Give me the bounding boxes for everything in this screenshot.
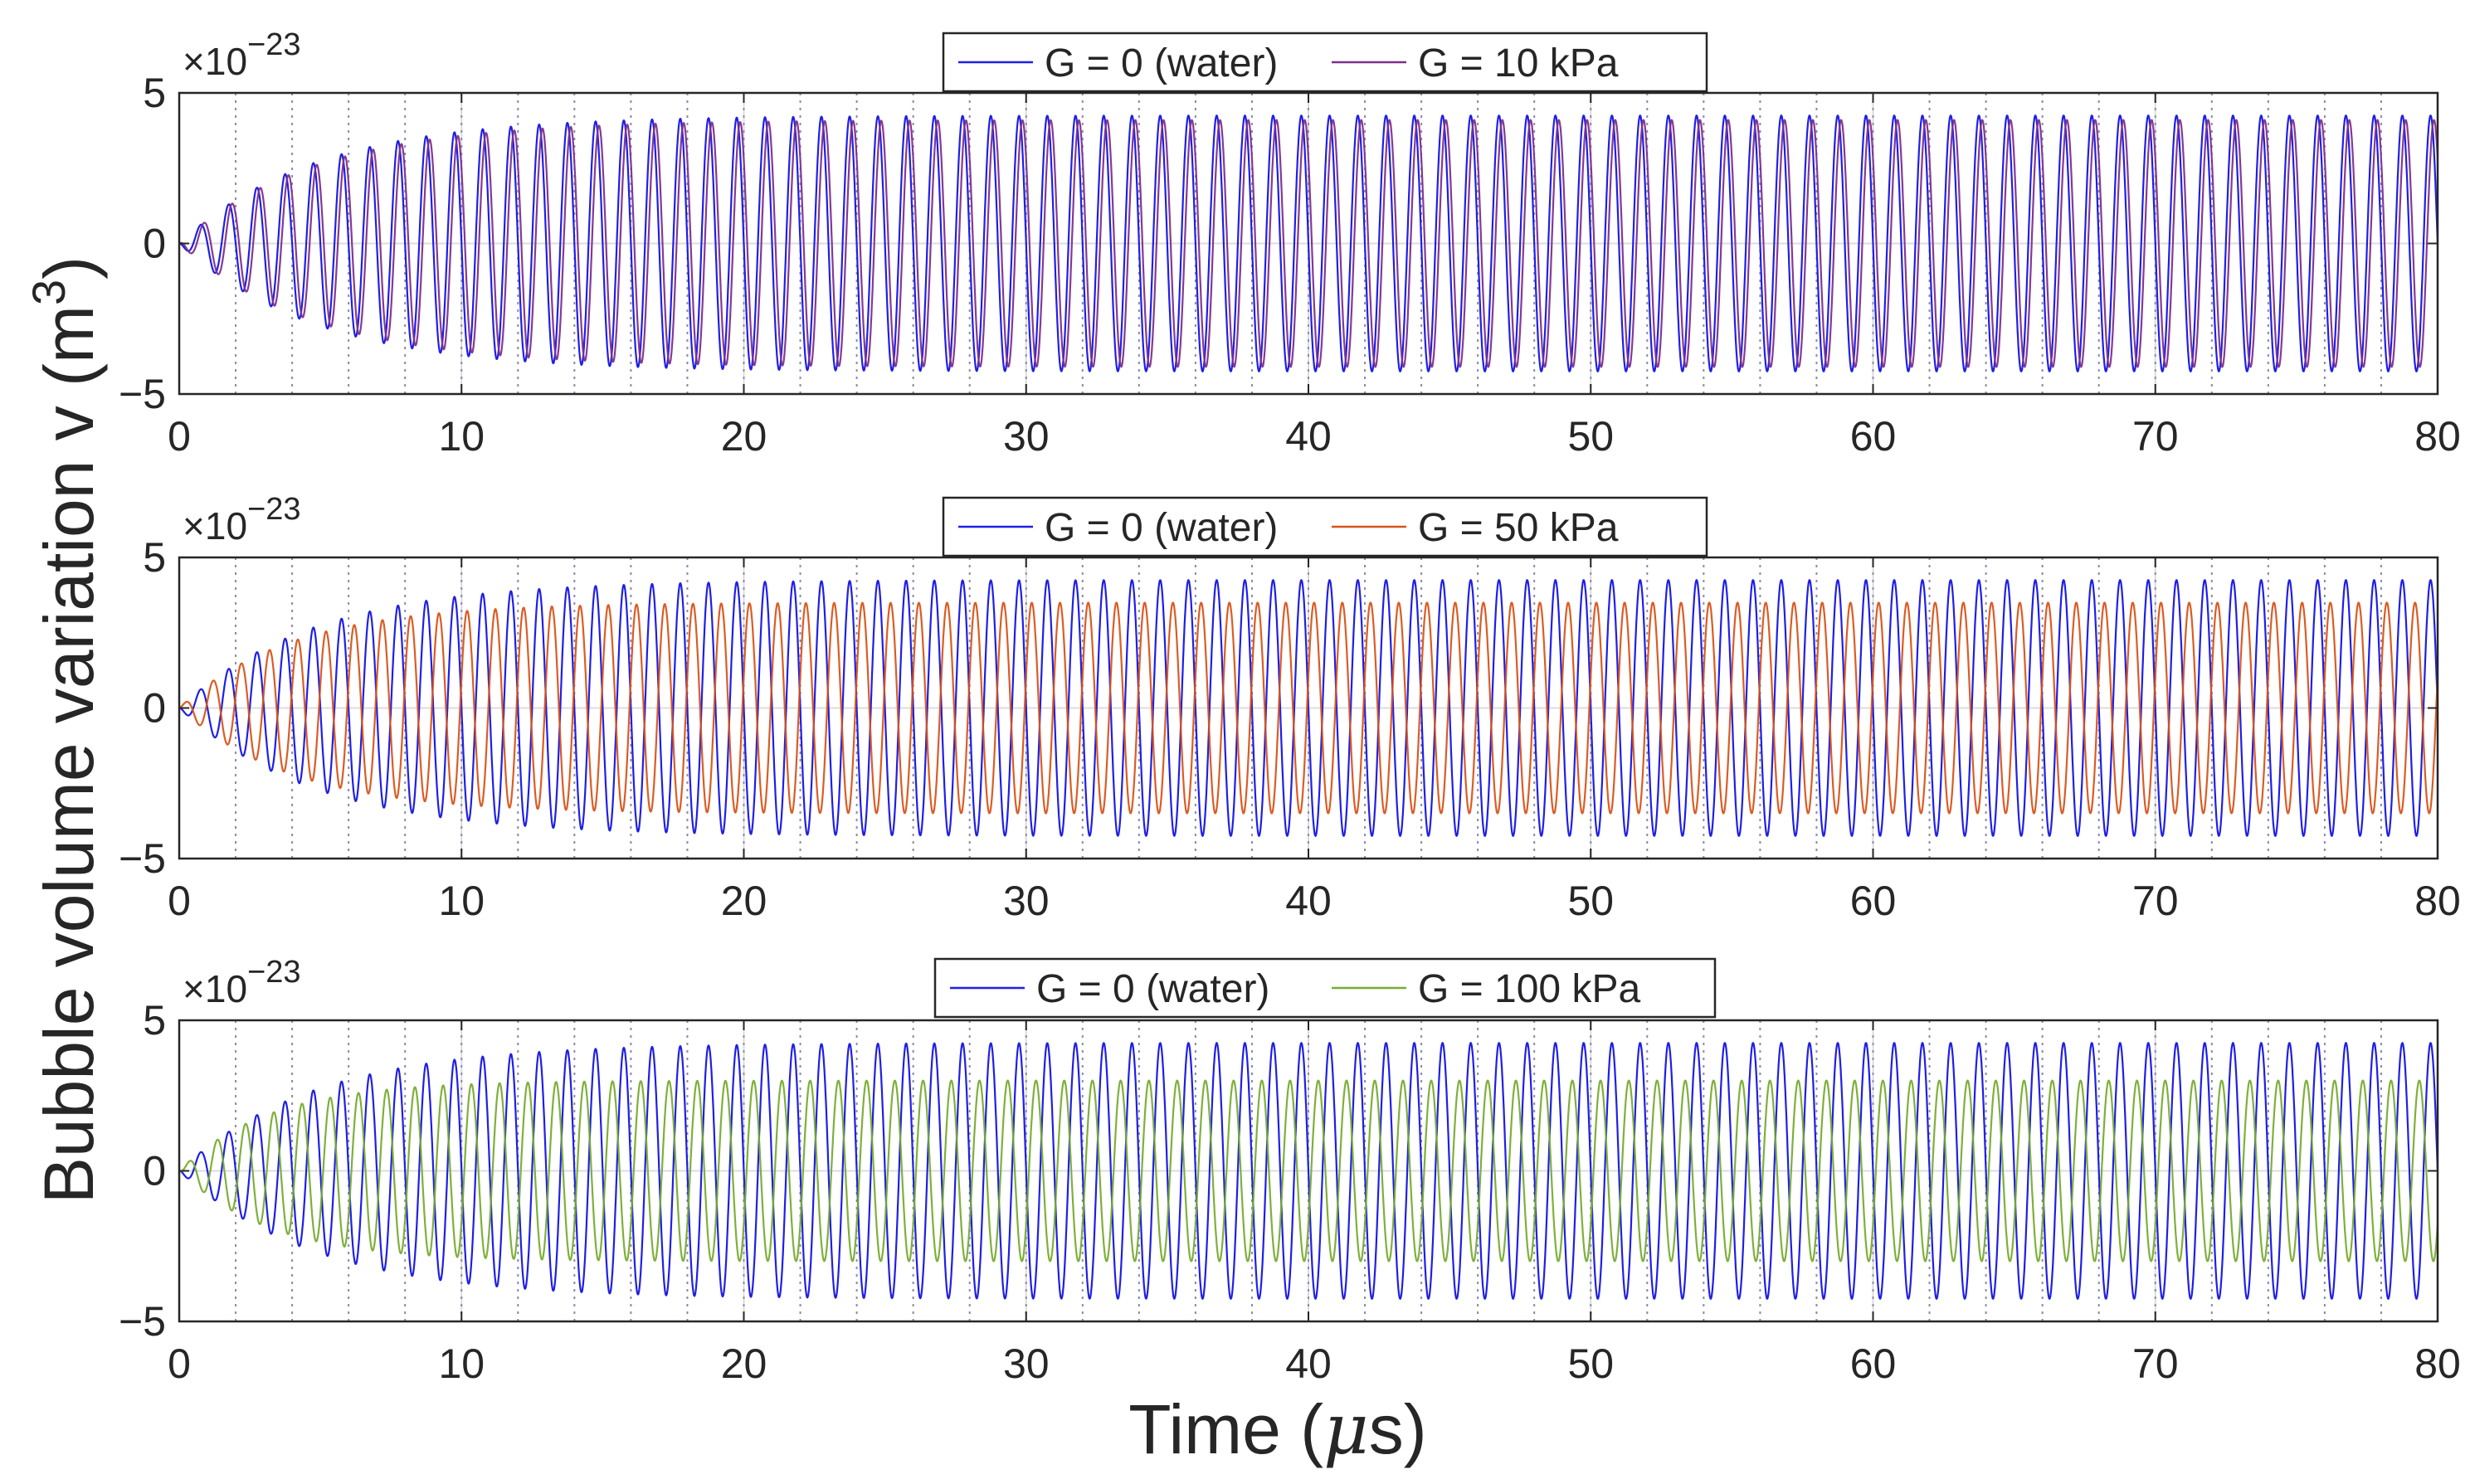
x-tick-label: 80 — [2414, 878, 2461, 924]
y-exponent-power: −23 — [247, 27, 300, 62]
legend-label-1: G = 0 (water) — [1036, 967, 1269, 1011]
y-exponent-base: ×10 — [183, 40, 247, 83]
y-exponent-base: ×10 — [183, 504, 247, 547]
x-tick-label: 60 — [1850, 413, 1897, 460]
legend-label-2: G = 100 kPa — [1418, 967, 1640, 1011]
legend-box — [933, 957, 1717, 1019]
x-axis-label-mu: μ — [1323, 1389, 1369, 1470]
x-tick-label: 70 — [2132, 878, 2179, 924]
y-tick-label: 5 — [143, 534, 166, 581]
series-line-1 — [178, 579, 2439, 837]
x-tick-label: 50 — [1567, 878, 1614, 924]
x-tick-label: 20 — [721, 878, 767, 924]
legend-label-1: G = 0 (water) — [1045, 506, 1278, 550]
x-tick-label: 0 — [168, 1340, 191, 1387]
x-tick-label: 10 — [438, 413, 485, 460]
legend: G = 0 (water) G = 100 kPa — [933, 957, 1717, 1019]
legend: G = 0 (water) G = 10 kPa — [942, 32, 1708, 93]
y-exponent-label: ×10−23 — [183, 492, 301, 547]
y-exponent-power: −23 — [247, 492, 300, 527]
y-exponent-label: ×10−23 — [183, 955, 301, 1010]
y-tick-label: 0 — [143, 1148, 166, 1194]
legend: G = 0 (water) G = 50 kPa — [942, 496, 1708, 557]
x-tick-label: 10 — [438, 1340, 485, 1387]
legend-label-1: G = 0 (water) — [1045, 41, 1278, 85]
series-line-1 — [178, 1042, 2439, 1300]
y-exponent-power: −23 — [247, 955, 300, 990]
x-tick-label: 20 — [721, 413, 767, 460]
series-line-1 — [178, 114, 2439, 372]
x-tick-label: 60 — [1850, 878, 1897, 924]
y-tick-label: −5 — [119, 371, 166, 417]
panel-2: 0 10 20 30 40 50 60 70 80−505×10−23 G = 0 (water)… — [119, 492, 2461, 924]
x-tick-label: 70 — [2132, 413, 2179, 460]
x-tick-label: 40 — [1285, 1340, 1332, 1387]
x-tick-label: 10 — [438, 878, 485, 924]
x-tick-label: 70 — [2132, 1340, 2179, 1387]
x-tick-label: 80 — [2414, 413, 2461, 460]
y-axis-label-text: Bubble volume variation v (m — [30, 305, 108, 1204]
legend-box — [942, 32, 1708, 93]
series-line-2 — [178, 119, 2439, 368]
y-tick-label: 5 — [143, 70, 166, 116]
x-tick-label: 40 — [1285, 413, 1332, 460]
x-tick-label: 30 — [1003, 1340, 1050, 1387]
y-exponent-base: ×10 — [183, 967, 247, 1010]
x-axis-label-unit: s) — [1369, 1390, 1427, 1468]
x-tick-label: 30 — [1003, 413, 1050, 460]
y-tick-label: −5 — [119, 835, 166, 882]
y-axis-label-close: ) — [30, 256, 108, 280]
y-tick-label: 0 — [143, 685, 166, 732]
x-tick-label: 50 — [1567, 1340, 1614, 1387]
panel-1: 0 10 20 30 40 50 60 70 80−505×10−23 G = 0 (water)… — [119, 27, 2461, 460]
y-tick-label: −5 — [119, 1298, 166, 1345]
panel-3: 0 10 20 30 40 50 60 70 80−505×10−23 G = 0 (water)… — [119, 955, 2461, 1387]
x-axis-label-text: Time ( — [1128, 1390, 1323, 1468]
series-line-2 — [178, 601, 2439, 815]
y-axis-label-superscript: 3 — [22, 280, 75, 305]
legend-box — [942, 496, 1708, 557]
x-tick-label: 30 — [1003, 878, 1050, 924]
series-line-2 — [178, 1079, 2439, 1263]
x-tick-label: 80 — [2414, 1340, 2461, 1387]
y-axis-label: Bubble volume variation v (m3) — [22, 256, 108, 1204]
x-axis-label: Time (μs) — [1128, 1389, 1426, 1470]
legend-label-2: G = 50 kPa — [1418, 506, 1619, 550]
x-tick-label: 20 — [721, 1340, 767, 1387]
x-tick-label: 40 — [1285, 878, 1332, 924]
y-exponent-label: ×10−23 — [183, 27, 301, 83]
x-tick-label: 50 — [1567, 413, 1614, 460]
panels: 0 10 20 30 40 50 60 70 80−505×10−23 G = 0 (water)… — [119, 27, 2461, 1387]
x-tick-label: 0 — [168, 878, 191, 924]
y-tick-label: 5 — [143, 997, 166, 1044]
legend-label-2: G = 10 kPa — [1418, 41, 1619, 85]
x-tick-label: 0 — [168, 413, 191, 460]
x-tick-label: 60 — [1850, 1340, 1897, 1387]
y-tick-label: 0 — [143, 221, 166, 267]
